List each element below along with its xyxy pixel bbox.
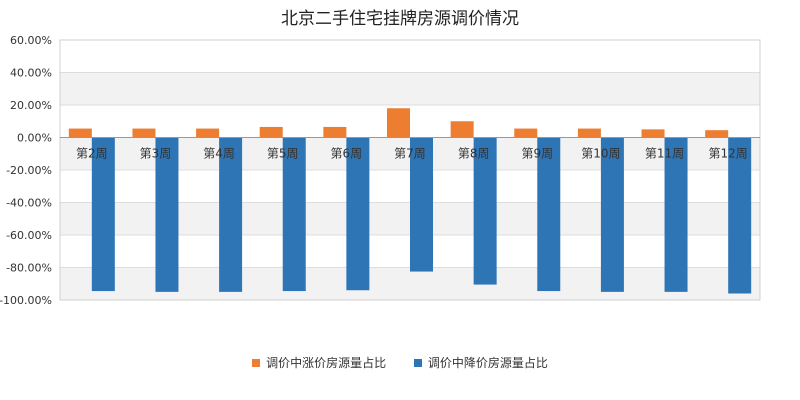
bar-fall [282,137,306,292]
y-tick-label: -80.00% [6,262,52,275]
grid-band [60,40,760,73]
bar-fall [346,137,370,291]
bar-fall [473,137,497,285]
x-category-label: 第8周 [458,147,490,161]
bar-rise [259,126,283,138]
y-tick-label: -20.00% [6,164,52,177]
legend-item-rise: 调价中涨价房源量占比 [252,354,386,371]
bar-rise [641,129,665,138]
x-category-label: 第9周 [521,147,553,161]
x-category-label: 第7周 [394,147,426,161]
legend-label-rise: 调价中涨价房源量占比 [266,356,387,370]
bar-rise [450,121,474,138]
bar-fall [91,137,115,292]
x-category-label: 第12周 [709,147,748,161]
x-category-label: 第4周 [203,147,235,161]
grid-band [60,72,760,105]
legend-swatch-fall [413,358,422,367]
bar-rise [68,128,92,138]
y-tick-label: -40.00% [6,197,52,210]
y-tick-label: 40.00% [10,67,52,80]
bar-fall [728,137,752,294]
bar-rise [705,130,729,138]
bar-fall [155,137,179,292]
y-tick-label: 0.00% [17,132,52,145]
legend-label-fall: 调价中降价房源量占比 [427,356,548,370]
plot-border [59,39,761,301]
y-tick-label: -60.00% [6,229,52,242]
y-tick-label: 20.00% [10,99,52,112]
x-category-label: 第3周 [140,147,172,161]
bar-rise [387,108,410,138]
x-category-label: 第10周 [581,147,620,161]
x-category-label: 第11周 [645,147,684,161]
bar-rise [323,126,347,138]
bar-rise [577,128,601,138]
y-tick-label: -100.00% [0,294,52,307]
bar-fall [664,137,688,292]
x-category-label: 第2周 [76,147,108,161]
legend-swatch-rise [252,358,261,367]
chart-title: 北京二手住宅挂牌房源调价情况 [281,9,519,29]
x-category-label: 第6周 [331,147,363,161]
bar-rise [514,128,538,138]
bar-fall [410,137,433,272]
y-tick-label: 60.00% [10,34,52,47]
legend-item-fall: 调价中降价房源量占比 [413,354,548,371]
legend: 调价中涨价房源量占比 调价中降价房源量占比 [0,354,800,371]
bar-fall [219,137,243,292]
x-category-label: 第5周 [267,147,299,161]
bar-fall [600,137,624,292]
bar-rise [196,128,220,138]
bar-rise [132,128,156,138]
bar-fall [537,137,561,292]
